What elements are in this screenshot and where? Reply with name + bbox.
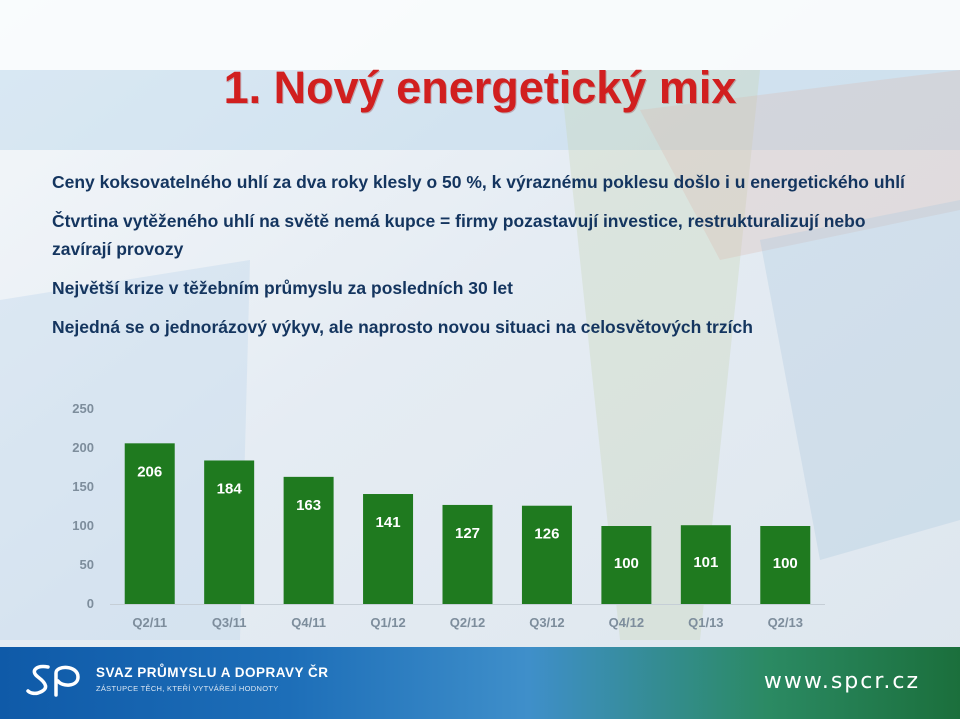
bar-value-label: 127 [455, 525, 480, 542]
website-link[interactable]: www.spcr.cz [763, 669, 920, 694]
footer-bar: SVAZ PRŮMYSLU A DOPRAVY ČR ZÁSTUPCE TĚCH… [0, 647, 960, 719]
slide-title: 1. Nový energetický mix [223, 62, 737, 113]
bar [124, 443, 175, 604]
bar-value-label: 163 [296, 497, 321, 514]
x-tick-label: Q1/13 [688, 615, 723, 630]
spcr-logo-icon [26, 664, 80, 697]
x-tick-label: Q4/11 [291, 615, 326, 630]
org-tagline: ZÁSTUPCE TĚCH, KTEŘÍ VYTVÁŘEJÍ HODNOTY [96, 684, 279, 693]
bullet-item: Největší krize v těžebním průmyslu za po… [52, 278, 513, 298]
bullet-list: Ceny koksovatelného uhlí za dva roky kle… [52, 168, 922, 352]
bar [601, 526, 652, 604]
x-tick-label: Q3/11 [212, 615, 247, 630]
x-tick-label: Q2/11 [132, 615, 167, 630]
bar [680, 525, 731, 604]
bar [204, 460, 255, 604]
bullet-item: Ceny koksovatelného uhlí za dva roky kle… [52, 172, 905, 192]
bar [760, 526, 811, 604]
bar [442, 504, 493, 604]
bar-value-label: 100 [773, 555, 798, 572]
y-tick-label: 250 [72, 401, 94, 416]
bar [363, 494, 414, 604]
x-tick-label: Q4/12 [609, 615, 644, 630]
y-tick-label: 0 [87, 596, 94, 611]
y-tick-label: 150 [72, 479, 94, 494]
bar-chart: 0 50 100 150 200 250 206 Q2/11 184 Q3/11 163 Q4/11 1… [72, 401, 825, 630]
x-tick-label: Q2/12 [450, 615, 485, 630]
bar [283, 476, 334, 604]
bar-value-label: 141 [376, 514, 401, 531]
bar-value-label: 126 [534, 526, 559, 543]
x-tick-label: Q1/12 [370, 615, 405, 630]
bar [521, 505, 572, 604]
org-name: SVAZ PRŮMYSLU A DOPRAVY ČR [96, 665, 329, 680]
x-tick-label: Q2/13 [768, 615, 803, 630]
bar-value-label: 101 [693, 554, 718, 571]
y-tick-label: 50 [80, 557, 94, 572]
bar-value-label: 206 [137, 463, 162, 480]
y-tick-label: 100 [72, 518, 94, 533]
y-tick-label: 200 [72, 440, 94, 455]
bullet-item: Nejedná se o jednorázový výkyv, ale napr… [52, 317, 753, 337]
bar-value-label: 100 [614, 555, 639, 572]
bullet-item: Čtvrtina vytěženého uhlí na světě nemá k… [52, 211, 866, 259]
bar-value-label: 184 [217, 480, 243, 497]
x-tick-label: Q3/12 [529, 615, 564, 630]
